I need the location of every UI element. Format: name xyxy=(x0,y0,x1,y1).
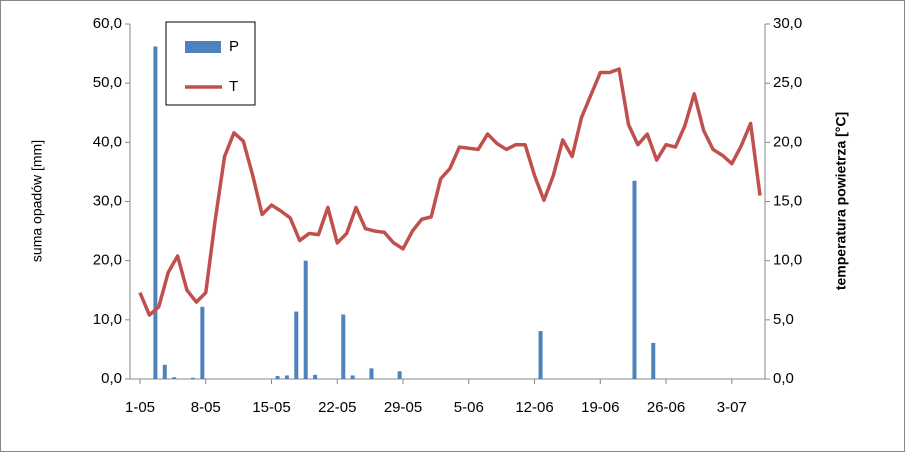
bar xyxy=(651,342,656,379)
y-tick-label: 40,0 xyxy=(93,133,122,150)
bar xyxy=(275,376,280,379)
x-tick-label: 5-06 xyxy=(454,399,484,416)
y-tick-label: 20,0 xyxy=(93,252,122,269)
line xyxy=(138,67,762,317)
bar xyxy=(369,368,374,379)
bar xyxy=(341,314,346,379)
bar xyxy=(190,377,195,379)
x-tick-label: 22-05 xyxy=(318,399,356,416)
y2-axis-label: temperatura powietrza [°C] xyxy=(833,112,849,290)
bar xyxy=(153,46,158,379)
y2-tick-label: 30,0 xyxy=(773,15,802,32)
bar xyxy=(284,375,289,379)
x-tick-label: 1-05 xyxy=(125,399,155,416)
y2-tick-label: 0,0 xyxy=(773,370,794,387)
x-tick-label: 19-06 xyxy=(581,399,619,416)
x-tick-label: 29-05 xyxy=(384,399,422,416)
bar xyxy=(313,374,318,379)
legend-swatch xyxy=(185,41,221,53)
y-tick-label: 10,0 xyxy=(93,311,122,328)
y-tick-label: 50,0 xyxy=(93,74,122,91)
y2-tick-label: 5,0 xyxy=(773,311,794,328)
x-tick-label: 12-06 xyxy=(515,399,553,416)
bar xyxy=(200,306,205,379)
x-tick-label: 8-05 xyxy=(191,399,221,416)
bar xyxy=(538,331,543,379)
y2-tick-label: 25,0 xyxy=(773,74,802,91)
x-tick-label: 26-06 xyxy=(647,399,685,416)
y2-tick-label: 10,0 xyxy=(773,252,802,269)
y-tick-label: 60,0 xyxy=(93,15,122,32)
y-axis-label: suma opadów [mm] xyxy=(29,140,45,262)
bar xyxy=(303,260,308,379)
legend-box xyxy=(165,21,256,106)
x-tick-label: 3-07 xyxy=(717,399,747,416)
bar xyxy=(632,180,637,379)
y-tick-label: 0,0 xyxy=(101,370,122,387)
bar xyxy=(162,364,167,379)
bar xyxy=(350,375,355,379)
legend-label: T xyxy=(229,78,238,95)
y2-tick-label: 15,0 xyxy=(773,192,802,209)
legend-label: P xyxy=(229,38,239,55)
x-tick-label: 15-05 xyxy=(252,399,290,416)
bar xyxy=(397,371,402,379)
bar xyxy=(172,377,177,379)
y-tick-label: 30,0 xyxy=(93,192,122,209)
y2-tick-label: 20,0 xyxy=(773,133,802,150)
bar xyxy=(294,311,299,379)
